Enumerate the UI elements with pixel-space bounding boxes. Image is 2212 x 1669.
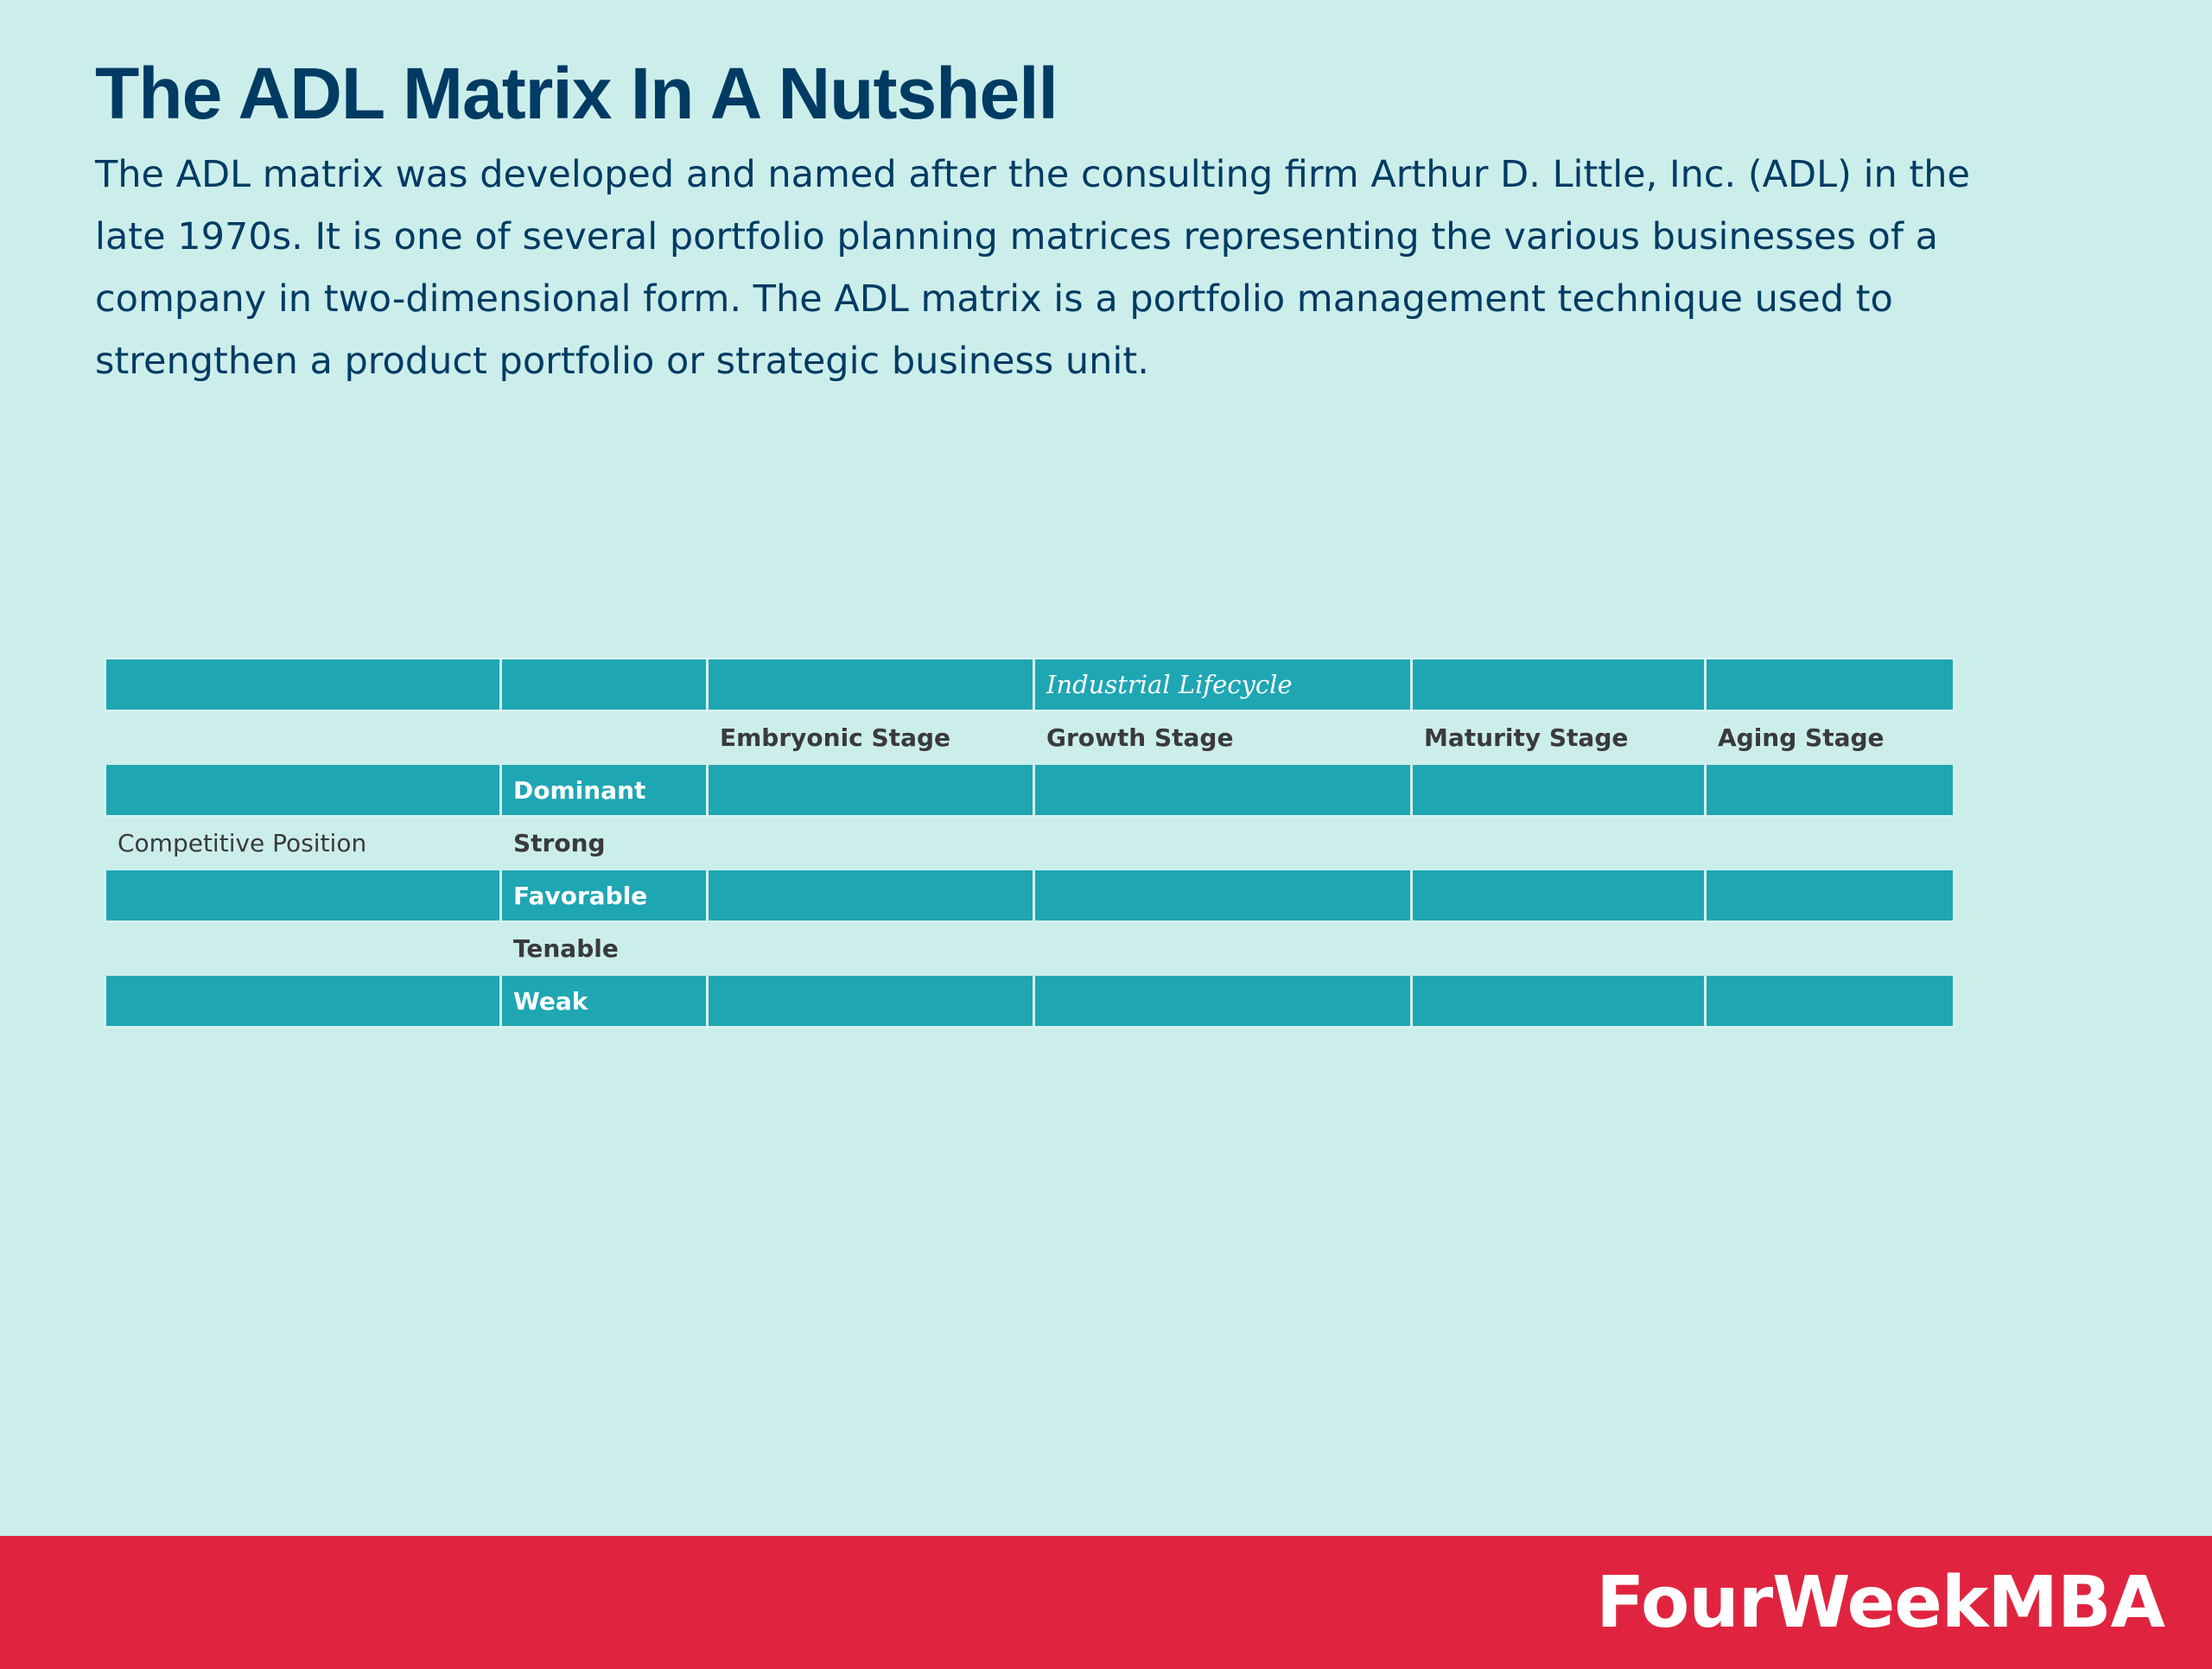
- adl-matrix-table: Industrial Lifecycle Embryonic Stage Gro…: [104, 657, 1955, 1029]
- stage-header-embryonic: Embryonic Stage: [720, 723, 950, 752]
- matrix-row-tenable: Tenable: [105, 922, 1955, 975]
- matrix-cell-empty: [104, 868, 502, 923]
- matrix-row-favorable: Favorable: [104, 868, 1955, 923]
- matrix-cell: [1704, 762, 1955, 818]
- matrix-cell: [1704, 973, 1955, 1029]
- position-label-weak: Weak: [499, 973, 709, 1029]
- matrix-cell-empty: [104, 762, 502, 818]
- matrix-cell: [1034, 817, 1412, 870]
- matrix-cell-empty: [501, 711, 708, 764]
- matrix-cell: [1033, 973, 1413, 1029]
- matrix-cell: [706, 868, 1035, 923]
- matrix-cell-empty: [706, 657, 1035, 712]
- matrix-cell: [1410, 868, 1707, 923]
- matrix-row-dominant: Dominant: [104, 762, 1955, 818]
- matrix-cell: [1706, 922, 1955, 975]
- position-label-tenable: Tenable: [513, 933, 619, 963]
- stage-header-aging: Aging Stage: [1718, 723, 1885, 752]
- industrial-lifecycle-axis-label: Industrial Lifecycle: [1033, 657, 1413, 712]
- brand-logo: FourWeekMBA: [1596, 1562, 2165, 1644]
- matrix-cell: [706, 762, 1035, 818]
- footer-bar: [0, 1536, 2212, 1669]
- matrix-cell: [1412, 922, 1706, 975]
- position-label-favorable: Favorable: [499, 868, 709, 923]
- intro-paragraph: The ADL matrix was developed and named a…: [95, 153, 1971, 383]
- matrix-cell: [1410, 973, 1707, 1029]
- matrix-cell: [1034, 922, 1412, 975]
- competitive-position-axis-label: Competitive Position: [118, 828, 367, 857]
- matrix-cell: [1412, 817, 1706, 870]
- position-label-dominant: Dominant: [499, 762, 709, 818]
- matrix-cell: [1033, 868, 1413, 923]
- matrix-row-weak: Weak: [104, 973, 1955, 1029]
- stage-header-maturity: Maturity Stage: [1424, 723, 1629, 752]
- matrix-cell-empty: [499, 657, 709, 712]
- matrix-cell: [708, 922, 1034, 975]
- matrix-cell: [1033, 762, 1413, 818]
- matrix-cell: [708, 817, 1034, 870]
- matrix-stage-header-row: Embryonic Stage Growth Stage Maturity St…: [105, 711, 1955, 764]
- matrix-cell: [1704, 868, 1955, 923]
- stage-header-growth: Growth Stage: [1046, 723, 1234, 752]
- position-label-strong: Strong: [513, 828, 606, 857]
- matrix-cell-empty: [1704, 657, 1955, 712]
- matrix-axis-row: Industrial Lifecycle: [104, 657, 1955, 712]
- matrix-cell-empty: [1410, 657, 1707, 712]
- matrix-cell: [1706, 817, 1955, 870]
- matrix-cell-empty: [105, 711, 501, 764]
- page-title: The ADL Matrix In A Nutshell: [95, 53, 1058, 134]
- matrix-cell-empty: [104, 973, 502, 1029]
- matrix-cell-empty: [105, 922, 501, 975]
- matrix-cell: [706, 973, 1035, 1029]
- matrix-row-strong: Competitive Position Strong: [105, 817, 1955, 870]
- matrix-cell-empty: [104, 657, 502, 712]
- matrix-cell: [1410, 762, 1707, 818]
